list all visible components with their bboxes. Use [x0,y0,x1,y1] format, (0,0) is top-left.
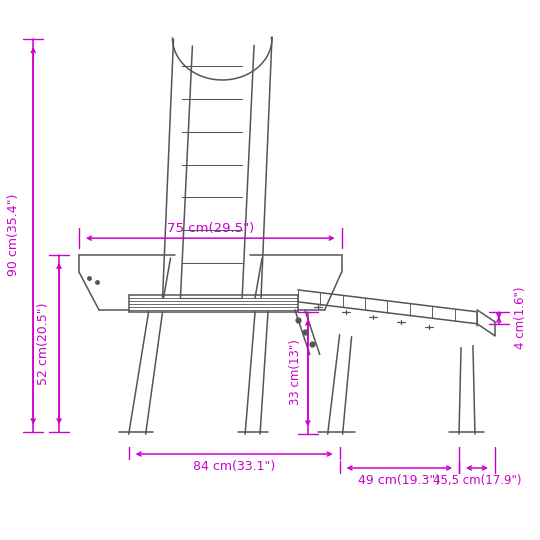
Text: 49 cm(19.3"): 49 cm(19.3") [358,475,441,488]
Text: 84 cm(33.1"): 84 cm(33.1") [193,461,275,474]
Text: 45,5 cm(17.9"): 45,5 cm(17.9") [433,475,521,488]
Text: 33 cm(13"): 33 cm(13") [289,340,302,406]
Text: 90 cm(35.4"): 90 cm(35.4") [7,194,20,276]
Text: 52 cm(20.5"): 52 cm(20.5") [37,302,50,385]
Text: 4 cm(1.6"): 4 cm(1.6") [514,287,527,349]
Text: 75 cm(29.5"): 75 cm(29.5") [167,222,254,235]
